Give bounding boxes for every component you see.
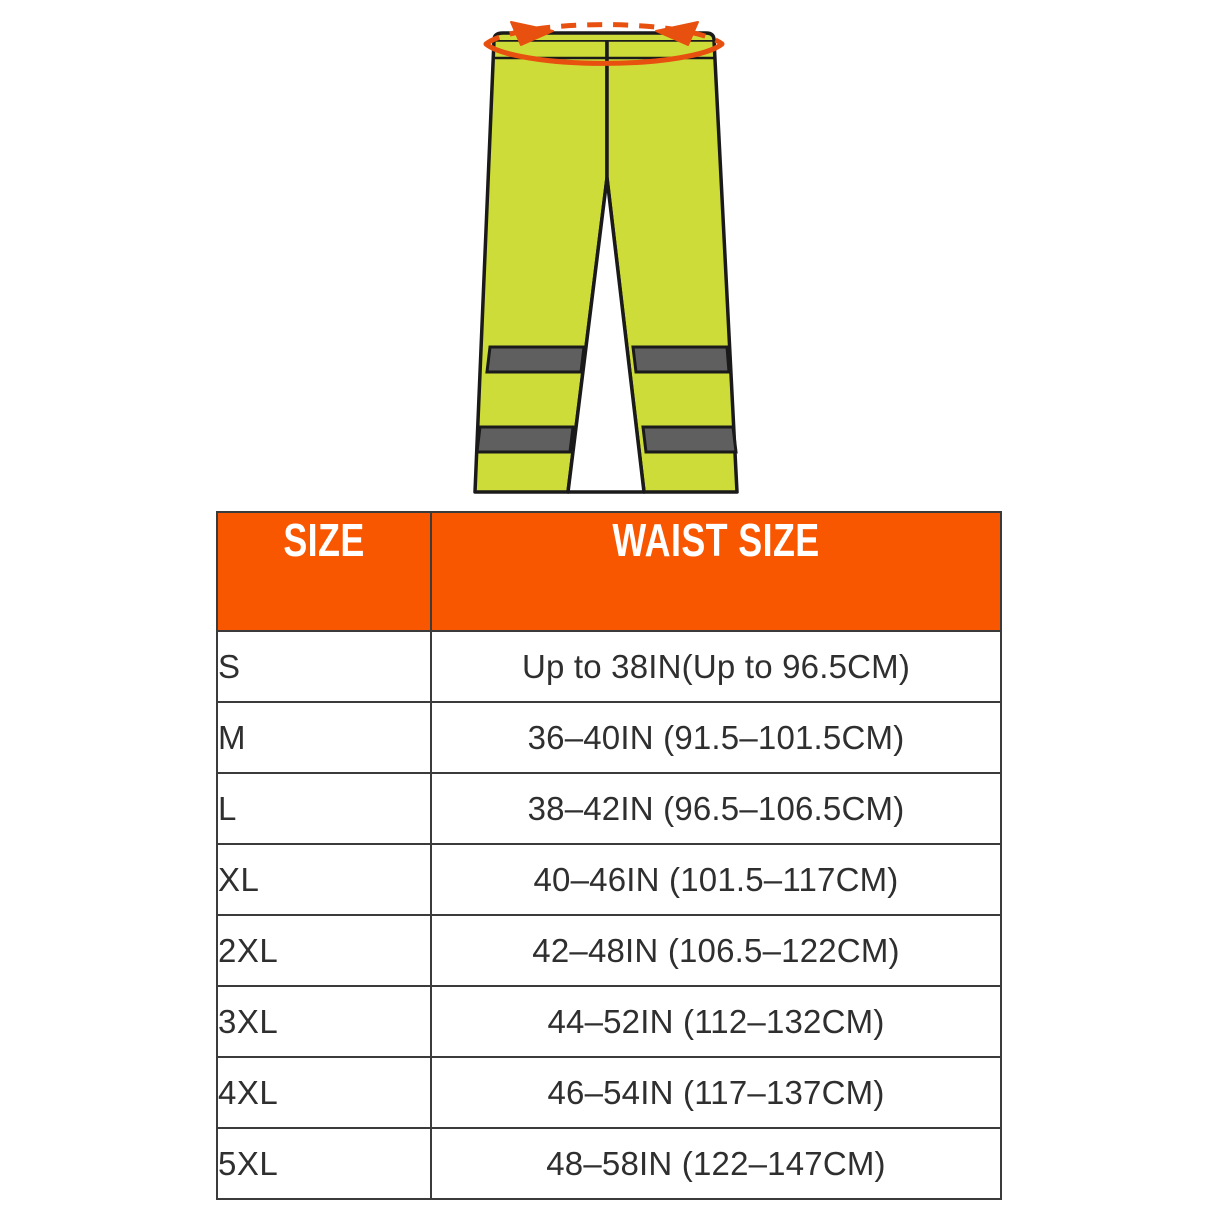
cell-size-l: L — [216, 772, 432, 845]
table-row: XL 40–46IN (101.5–117CM) — [216, 843, 1002, 916]
waist-measure-loop — [483, 21, 725, 66]
waist-measure-solid-arc — [483, 41, 725, 66]
waist-size-chart: SIZE WAIST SIZE S Up to 38IN(Up to 96.5C… — [216, 511, 1002, 1200]
reflective-stripe-left-upper — [485, 345, 586, 374]
reflective-stripe-right-lower — [641, 425, 738, 454]
cell-waist-l: 38–42IN (96.5–106.5CM) — [430, 772, 1002, 845]
table-row: 5XL 48–58IN (122–147CM) — [216, 1127, 1002, 1200]
pants-crotch-gap — [566, 176, 646, 494]
cell-waist-m: 36–40IN (91.5–101.5CM) — [430, 701, 1002, 774]
cell-waist-3xl: 44–52IN (112–132CM) — [430, 985, 1002, 1058]
header-label-size: SIZE — [241, 513, 407, 630]
table-header-row: SIZE WAIST SIZE — [216, 511, 1002, 632]
cell-size-2xl: 2XL — [216, 914, 432, 987]
cell-size-4xl: 4XL — [216, 1056, 432, 1129]
table-row: L 38–42IN (96.5–106.5CM) — [216, 772, 1002, 845]
cell-waist-s: Up to 38IN(Up to 96.5CM) — [430, 630, 1002, 703]
cell-size-3xl: 3XL — [216, 985, 432, 1058]
reflective-stripe-right-upper — [631, 345, 731, 374]
cell-size-m: M — [216, 701, 432, 774]
cell-waist-2xl: 42–48IN (106.5–122CM) — [430, 914, 1002, 987]
cell-size-xl: XL — [216, 843, 432, 916]
table-row: 3XL 44–52IN (112–132CM) — [216, 985, 1002, 1058]
cell-size-5xl: 5XL — [216, 1127, 432, 1200]
header-cell-waist: WAIST SIZE — [430, 511, 1002, 632]
reflective-stripes-left-leg — [475, 345, 586, 454]
table-row: S Up to 38IN(Up to 96.5CM) — [216, 630, 1002, 703]
table-row: 2XL 42–48IN (106.5–122CM) — [216, 914, 1002, 987]
cell-waist-xl: 40–46IN (101.5–117CM) — [430, 843, 1002, 916]
cell-size-s: S — [216, 630, 432, 703]
cell-waist-4xl: 46–54IN (117–137CM) — [430, 1056, 1002, 1129]
waist-measure-arrow-right — [655, 21, 699, 46]
header-cell-size: SIZE — [216, 511, 432, 632]
waist-measure-dashed-arc — [484, 22, 724, 46]
header-label-waist: WAIST SIZE — [494, 513, 938, 630]
table-row: 4XL 46–54IN (117–137CM) — [216, 1056, 1002, 1129]
table-body: S Up to 38IN(Up to 96.5CM) M 36–40IN (91… — [216, 630, 1002, 1200]
reflective-stripe-left-lower — [475, 425, 575, 454]
cell-waist-5xl: 48–58IN (122–147CM) — [430, 1127, 1002, 1200]
waist-measure-arrow-left — [510, 21, 554, 46]
reflective-stripes-right-leg — [631, 345, 738, 454]
table-row: M 36–40IN (91.5–101.5CM) — [216, 701, 1002, 774]
pants-illustration — [473, 21, 739, 494]
